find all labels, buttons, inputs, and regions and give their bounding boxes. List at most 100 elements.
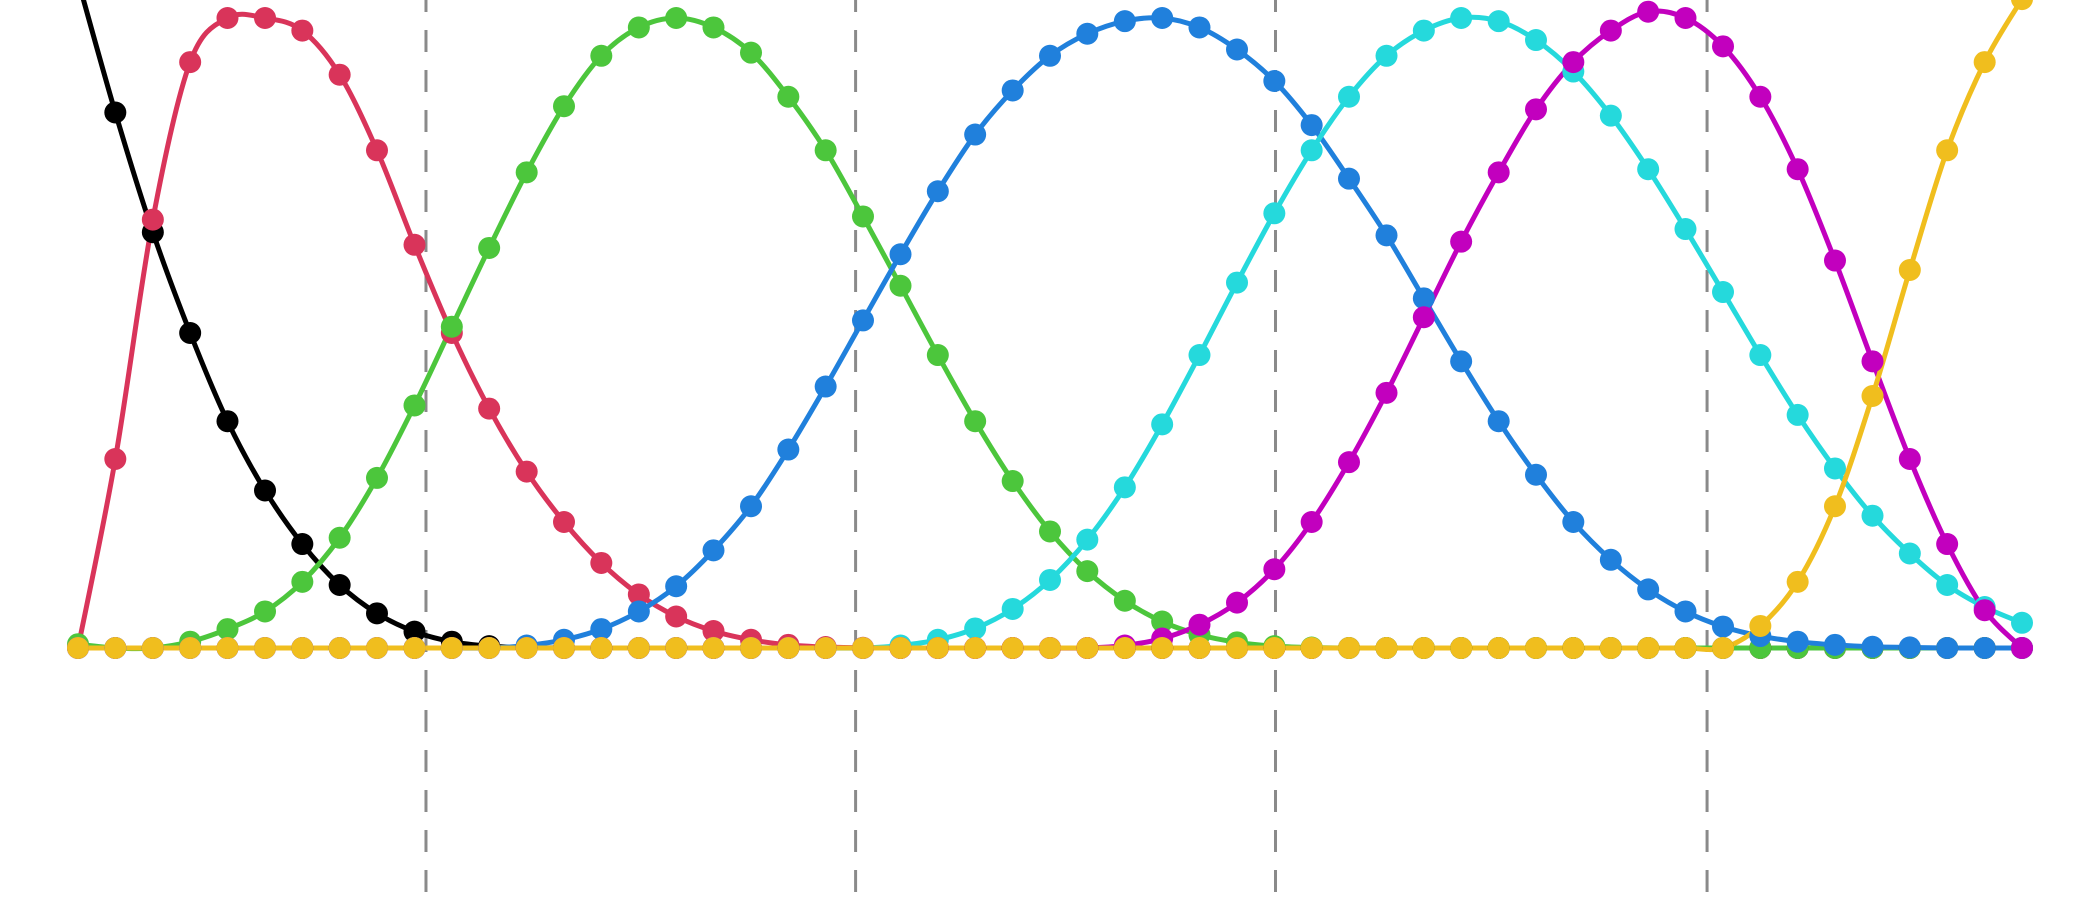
data-point: [851, 637, 874, 659]
data-point: [1749, 344, 1772, 367]
data-point: [1898, 259, 1921, 281]
data-point: [365, 637, 388, 659]
data-point: [254, 7, 277, 29]
data-point: [665, 575, 688, 598]
data-point: [627, 16, 650, 39]
data-point: [216, 410, 239, 433]
data-point: [515, 161, 538, 184]
data-point: [926, 637, 949, 659]
data-point: [104, 101, 127, 124]
data-point: [1450, 230, 1473, 253]
data-point: [179, 637, 202, 659]
data-point: [1712, 281, 1735, 304]
data-point: [1599, 104, 1622, 127]
data-point: [590, 551, 613, 574]
data-point: [1076, 560, 1099, 583]
data-point: [1749, 614, 1772, 637]
data-point: [1786, 403, 1809, 426]
data-point: [328, 574, 351, 596]
data-point: [1039, 637, 1061, 659]
data-point: [179, 322, 202, 344]
data-point: [814, 139, 837, 162]
data-point: [1337, 451, 1360, 474]
data-point: [777, 637, 800, 659]
data-point: [403, 620, 426, 643]
data-point: [1786, 630, 1809, 653]
data-point: [1113, 476, 1136, 499]
data-point: [702, 637, 725, 659]
data-point: [1525, 29, 1547, 52]
data-point: [1151, 637, 1174, 659]
data-point: [403, 394, 426, 417]
data-point: [553, 511, 575, 533]
data-point: [1861, 635, 1884, 658]
data-point: [1674, 637, 1697, 659]
data-point: [1001, 597, 1024, 620]
data-point: [1936, 533, 1959, 556]
data-point: [665, 605, 688, 628]
data-point: [254, 637, 277, 659]
data-point: [141, 637, 164, 659]
data-point: [1861, 504, 1884, 527]
data-point: [1898, 636, 1921, 659]
data-point: [216, 7, 239, 29]
data-point: [1525, 637, 1547, 659]
data-point: [1263, 637, 1286, 659]
data-point: [403, 637, 426, 659]
data-point: [1637, 637, 1660, 659]
data-point: [328, 526, 351, 549]
data-point: [1973, 51, 1996, 74]
data-point: [1412, 287, 1435, 310]
data-point: [1525, 98, 1547, 121]
data-point: [553, 95, 575, 118]
data-point: [365, 602, 388, 625]
data-point: [1300, 114, 1323, 137]
data-point: [1599, 19, 1622, 42]
data-point: [1337, 167, 1360, 190]
data-point: [1001, 470, 1024, 493]
data-point: [1786, 570, 1809, 593]
data-point: [1300, 637, 1323, 659]
data-point: [1936, 574, 1959, 596]
data-point: [889, 637, 912, 659]
data-point: [1300, 139, 1323, 162]
data-point: [1412, 19, 1435, 42]
data-point: [1375, 637, 1398, 659]
data-point: [1823, 457, 1846, 480]
data-point: [254, 479, 277, 502]
data-point: [1001, 637, 1024, 659]
series-markers-group: [67, 0, 2033, 659]
data-point: [440, 315, 463, 338]
data-point: [1823, 633, 1846, 656]
data-point: [67, 637, 89, 659]
data-point: [1487, 161, 1510, 184]
data-point: [104, 448, 127, 470]
data-point: [1936, 637, 1959, 659]
data-point: [1712, 637, 1735, 659]
data-point: [1263, 202, 1286, 225]
data-point: [964, 617, 987, 640]
data-point: [254, 600, 277, 623]
data-point: [702, 619, 725, 642]
data-point: [1188, 637, 1211, 659]
data-point: [590, 44, 613, 67]
data-point: [1487, 410, 1510, 433]
data-point: [702, 539, 725, 562]
data-point: [365, 466, 388, 489]
data-point: [478, 397, 501, 420]
data-point: [440, 637, 463, 659]
data-point: [1637, 158, 1660, 181]
data-point: [104, 637, 127, 659]
data-point: [1263, 558, 1286, 581]
data-point: [1375, 381, 1398, 404]
data-point: [851, 309, 874, 332]
data-point: [515, 637, 538, 659]
data-point: [1151, 610, 1174, 633]
data-point: [1487, 10, 1510, 33]
data-point: [1113, 589, 1136, 612]
data-point: [1973, 599, 1996, 622]
data-point: [1450, 350, 1473, 373]
data-point: [590, 637, 613, 659]
